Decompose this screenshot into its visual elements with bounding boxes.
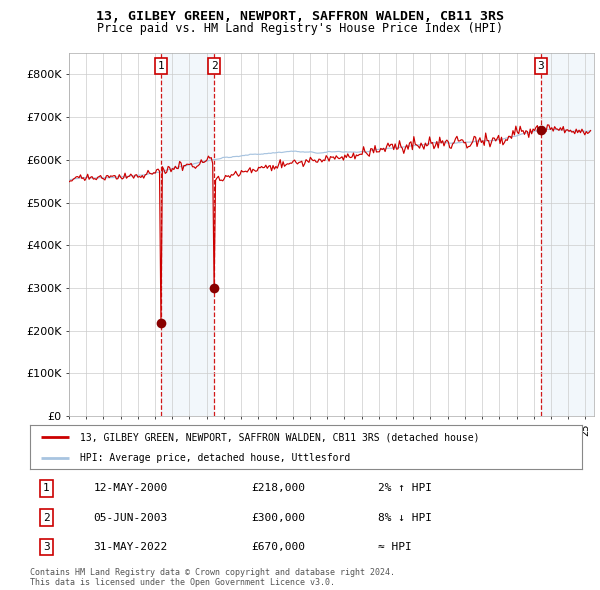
Text: £300,000: £300,000 <box>251 513 305 523</box>
Text: ≈ HPI: ≈ HPI <box>378 542 412 552</box>
Text: 1: 1 <box>158 61 164 71</box>
Text: 13, GILBEY GREEN, NEWPORT, SAFFRON WALDEN, CB11 3RS: 13, GILBEY GREEN, NEWPORT, SAFFRON WALDE… <box>96 10 504 23</box>
Text: 3: 3 <box>43 542 50 552</box>
Text: 2% ↑ HPI: 2% ↑ HPI <box>378 483 432 493</box>
Bar <box>161 53 214 416</box>
Text: 13, GILBEY GREEN, NEWPORT, SAFFRON WALDEN, CB11 3RS (detached house): 13, GILBEY GREEN, NEWPORT, SAFFRON WALDE… <box>80 432 479 442</box>
Text: Contains HM Land Registry data © Crown copyright and database right 2024.: Contains HM Land Registry data © Crown c… <box>30 568 395 576</box>
Text: 2: 2 <box>211 61 217 71</box>
Text: 31-MAY-2022: 31-MAY-2022 <box>94 542 168 552</box>
Text: Price paid vs. HM Land Registry's House Price Index (HPI): Price paid vs. HM Land Registry's House … <box>97 22 503 35</box>
Text: 3: 3 <box>538 61 544 71</box>
Text: £218,000: £218,000 <box>251 483 305 493</box>
Text: £670,000: £670,000 <box>251 542 305 552</box>
Text: 2: 2 <box>43 513 50 523</box>
Text: 1: 1 <box>43 483 50 493</box>
Text: This data is licensed under the Open Government Licence v3.0.: This data is licensed under the Open Gov… <box>30 578 335 587</box>
Text: 05-JUN-2003: 05-JUN-2003 <box>94 513 168 523</box>
Text: HPI: Average price, detached house, Uttlesford: HPI: Average price, detached house, Uttl… <box>80 453 350 463</box>
Text: 12-MAY-2000: 12-MAY-2000 <box>94 483 168 493</box>
Bar <box>541 53 594 416</box>
Text: 8% ↓ HPI: 8% ↓ HPI <box>378 513 432 523</box>
